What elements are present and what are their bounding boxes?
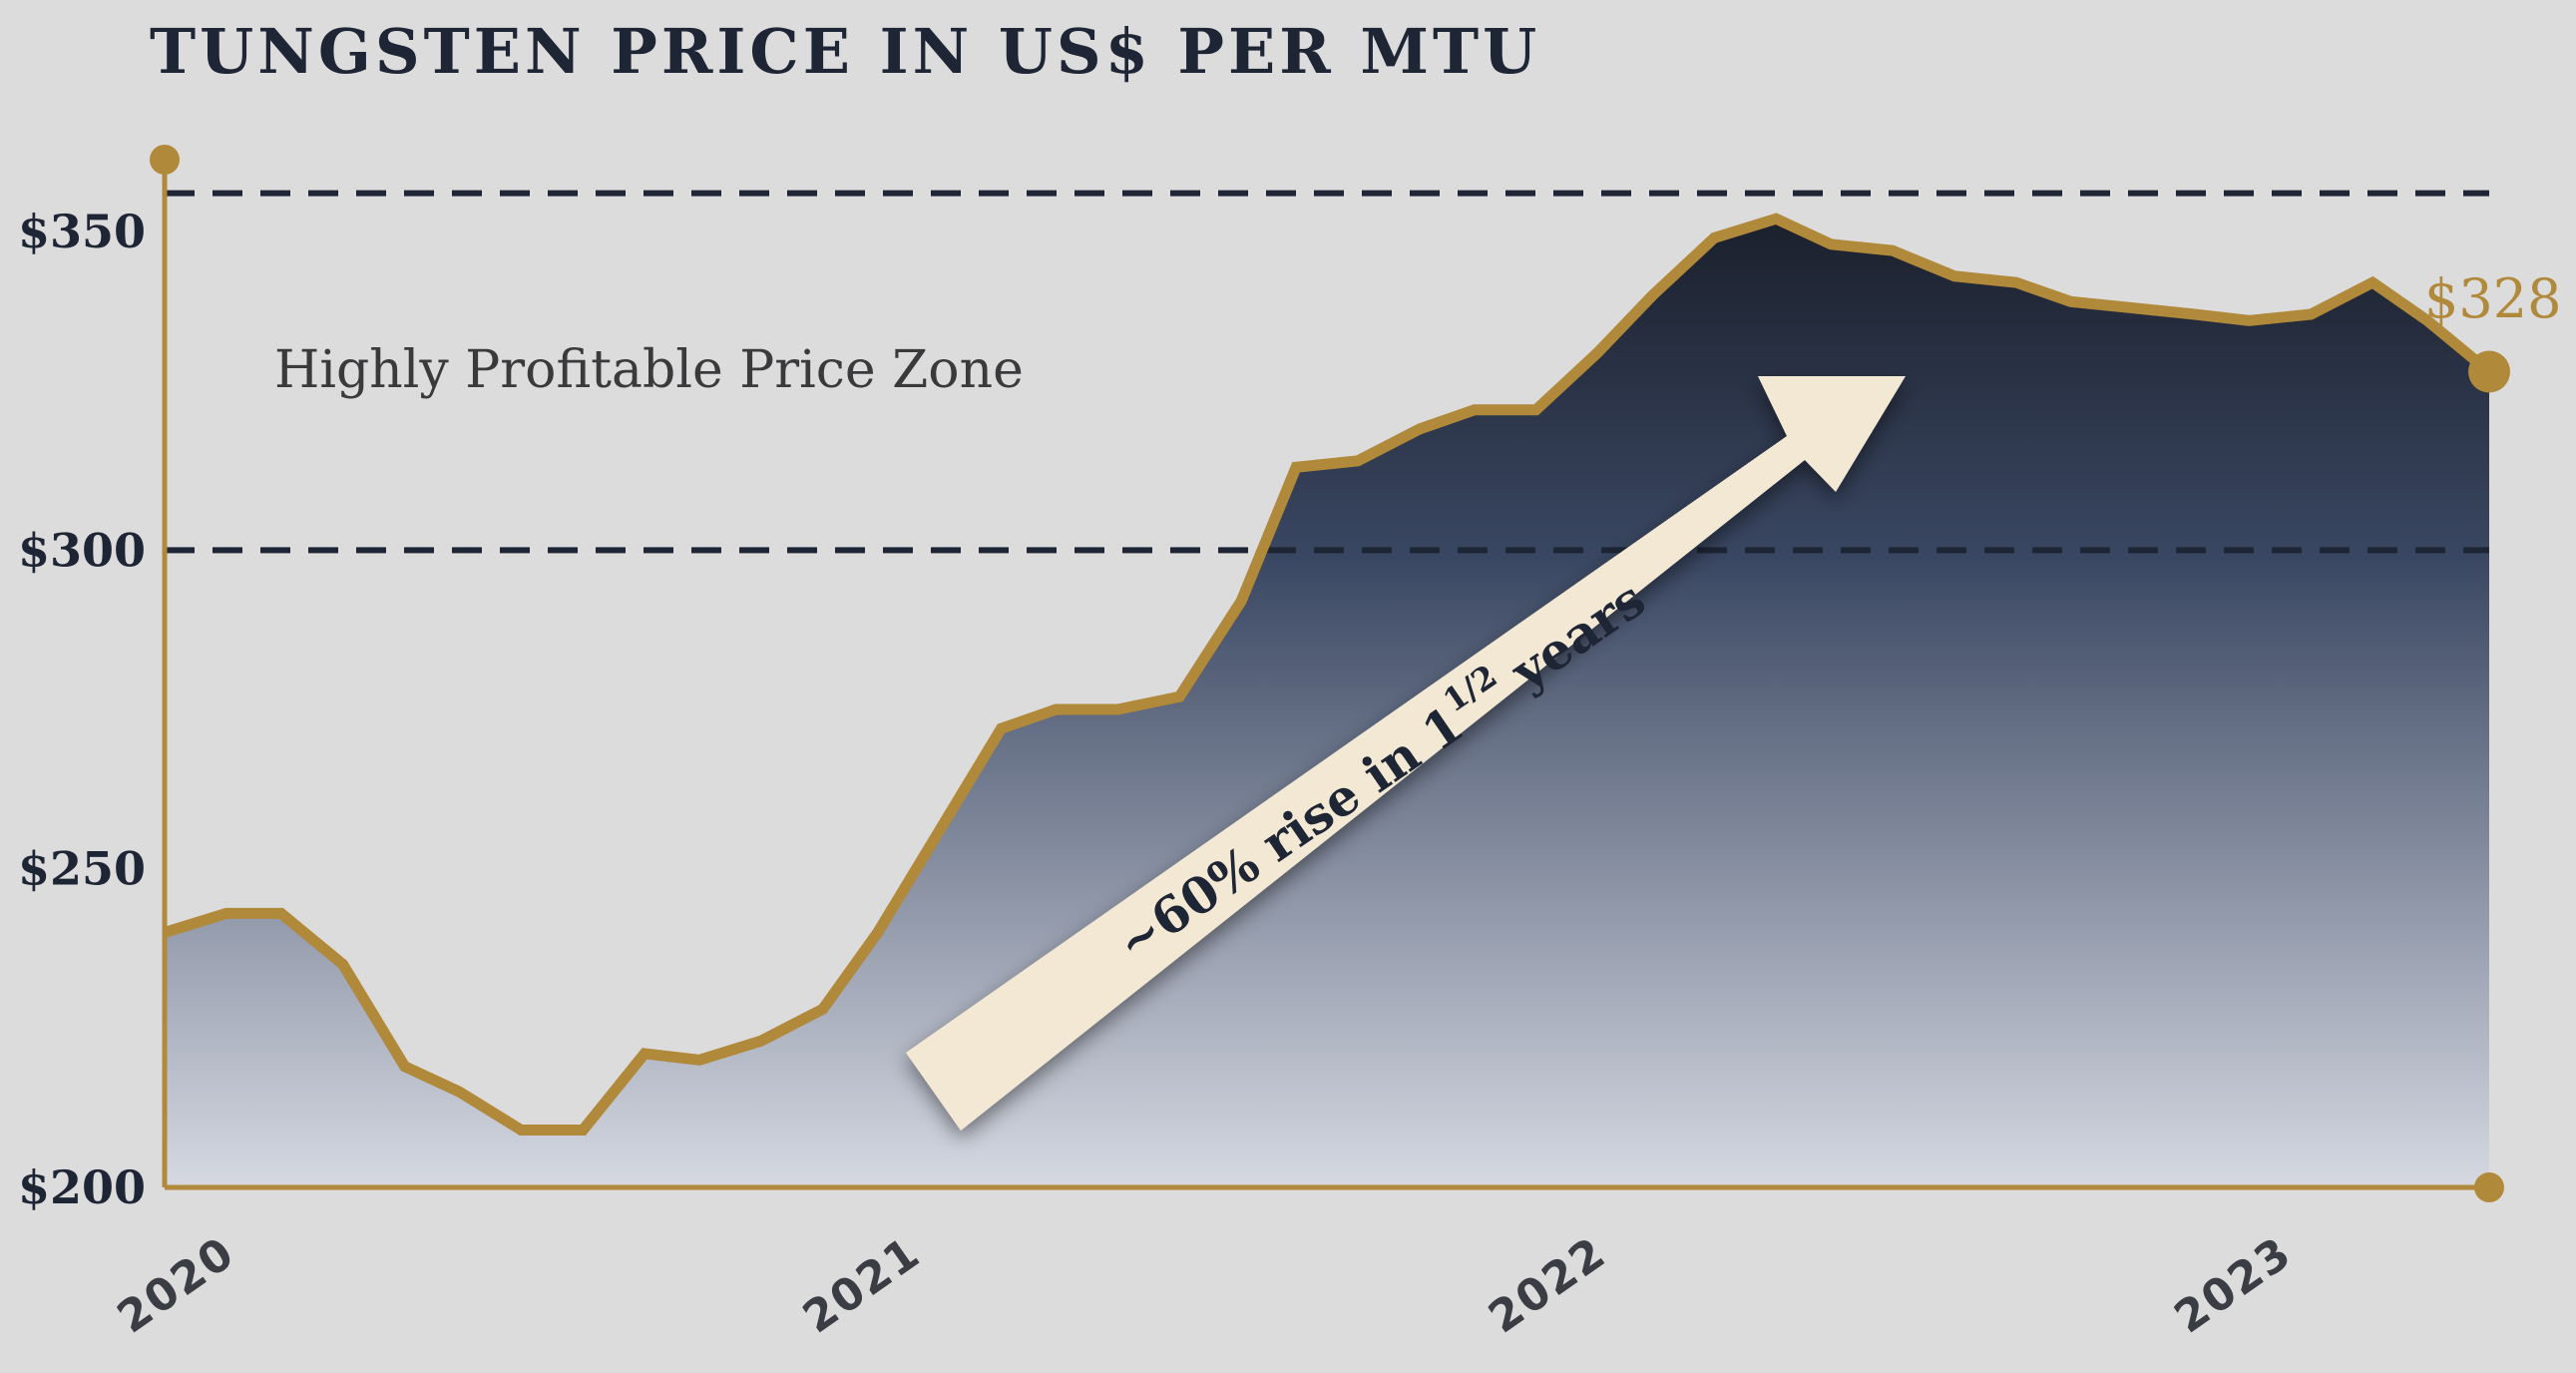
y-axis-end-dot: [150, 145, 180, 175]
y-tick-label: $200: [18, 1160, 146, 1214]
chart-title: TUNGSTEN PRICE IN US$ PER MTU: [150, 15, 1540, 88]
price-area-fill: [165, 219, 2489, 1187]
x-tick-label: 2022: [1480, 1227, 1615, 1344]
y-tick-label: $250: [18, 842, 146, 896]
end-point-marker: [2468, 350, 2510, 393]
y-tick-label: $300: [18, 523, 146, 577]
x-tick-label: 2023: [2166, 1227, 2302, 1344]
profitable-zone-label: Highly Profitable Price Zone: [274, 340, 1024, 400]
end-value-label: $328: [2424, 267, 2561, 330]
x-axis-end-dot: [2474, 1172, 2504, 1202]
rise-arrow-shape: [906, 376, 1906, 1131]
price-line: [163, 213, 2493, 1136]
y-tick-label: $350: [18, 205, 146, 258]
x-tick-label: 2021: [794, 1227, 930, 1344]
x-tick-label: 2020: [109, 1227, 244, 1344]
